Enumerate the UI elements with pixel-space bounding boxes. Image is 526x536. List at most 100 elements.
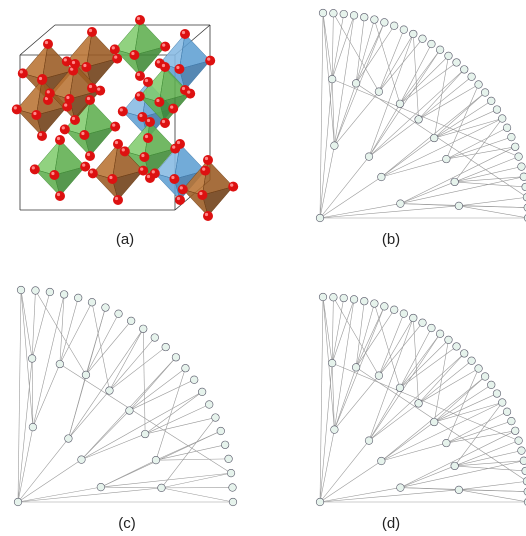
node xyxy=(378,173,386,181)
node xyxy=(443,155,451,163)
node xyxy=(400,310,408,318)
oxygen-atom xyxy=(49,170,59,180)
edge xyxy=(109,347,165,391)
edge xyxy=(18,439,68,502)
panel-label: (c) xyxy=(118,515,136,532)
node xyxy=(468,357,476,365)
node xyxy=(487,97,495,105)
node xyxy=(400,26,408,34)
oxygen-atom xyxy=(145,173,155,183)
atom-highlight xyxy=(162,44,165,47)
atom-highlight xyxy=(81,132,84,135)
atom-highlight xyxy=(187,91,190,94)
oxygen-atom xyxy=(174,64,184,74)
node xyxy=(419,35,427,43)
edge xyxy=(446,84,478,159)
node xyxy=(316,498,324,506)
oxygen-atom xyxy=(129,50,139,60)
oxygen-atom xyxy=(145,117,155,127)
oxygen-atom xyxy=(203,155,213,165)
node xyxy=(74,294,82,302)
node xyxy=(455,202,463,210)
node xyxy=(106,387,114,395)
oxygen-atom xyxy=(81,62,91,72)
node xyxy=(508,417,516,425)
edge xyxy=(369,119,419,156)
oxygen-atom xyxy=(160,118,170,128)
oxygen-atom xyxy=(80,162,90,172)
node xyxy=(493,390,501,398)
edge xyxy=(334,15,354,145)
edge xyxy=(18,487,101,502)
node xyxy=(365,153,373,161)
node xyxy=(503,124,511,132)
node xyxy=(14,498,22,506)
atom-highlight xyxy=(114,56,117,59)
atom-highlight xyxy=(32,166,35,169)
edge xyxy=(369,334,440,441)
oxygen-atom xyxy=(70,115,80,125)
oxygen-atom xyxy=(170,144,180,154)
oxygen-atom xyxy=(45,88,55,98)
node xyxy=(115,310,123,318)
node xyxy=(205,401,213,409)
node xyxy=(515,437,523,445)
oxygen-atom xyxy=(185,89,195,99)
node xyxy=(415,400,423,408)
node xyxy=(127,317,135,325)
node xyxy=(475,81,483,89)
edge xyxy=(400,466,454,488)
node xyxy=(511,143,519,151)
atom-highlight xyxy=(39,77,42,80)
edge xyxy=(18,427,33,502)
node xyxy=(331,142,339,150)
oxygen-atom xyxy=(143,133,153,143)
node xyxy=(331,426,339,434)
node xyxy=(453,59,461,67)
atom-highlight xyxy=(207,58,210,61)
node xyxy=(508,133,516,141)
node xyxy=(212,414,220,422)
atom-highlight xyxy=(205,213,208,216)
edge xyxy=(400,177,523,204)
oxygen-atom xyxy=(18,68,28,78)
edge xyxy=(381,119,502,177)
node xyxy=(60,291,68,299)
node xyxy=(229,484,237,492)
node xyxy=(162,343,170,351)
edge xyxy=(60,294,64,364)
atom-highlight xyxy=(141,154,144,157)
edge xyxy=(446,128,507,159)
atom-highlight xyxy=(162,64,165,67)
edge xyxy=(400,328,431,388)
atom-highlight xyxy=(205,157,208,160)
node xyxy=(56,360,64,368)
node xyxy=(371,300,379,308)
atom-highlight xyxy=(64,104,67,107)
node xyxy=(319,293,327,301)
edge xyxy=(332,14,344,79)
edge xyxy=(369,403,419,440)
node xyxy=(319,9,327,17)
atom-highlight xyxy=(87,97,90,100)
node xyxy=(481,89,489,97)
edge xyxy=(332,13,333,79)
node xyxy=(350,296,358,304)
node xyxy=(430,134,438,142)
edge xyxy=(332,297,333,363)
edge xyxy=(81,434,145,460)
atom-highlight xyxy=(137,73,140,76)
node xyxy=(518,163,526,171)
atom-highlight xyxy=(182,31,185,34)
node xyxy=(158,484,166,492)
atom-highlight xyxy=(137,93,140,96)
edge xyxy=(129,368,185,410)
edge xyxy=(86,321,131,375)
edge xyxy=(332,299,354,363)
edge xyxy=(381,159,446,177)
edge xyxy=(369,388,400,441)
edge xyxy=(145,392,202,434)
node xyxy=(221,441,229,449)
node xyxy=(151,334,159,342)
edge xyxy=(400,346,457,387)
